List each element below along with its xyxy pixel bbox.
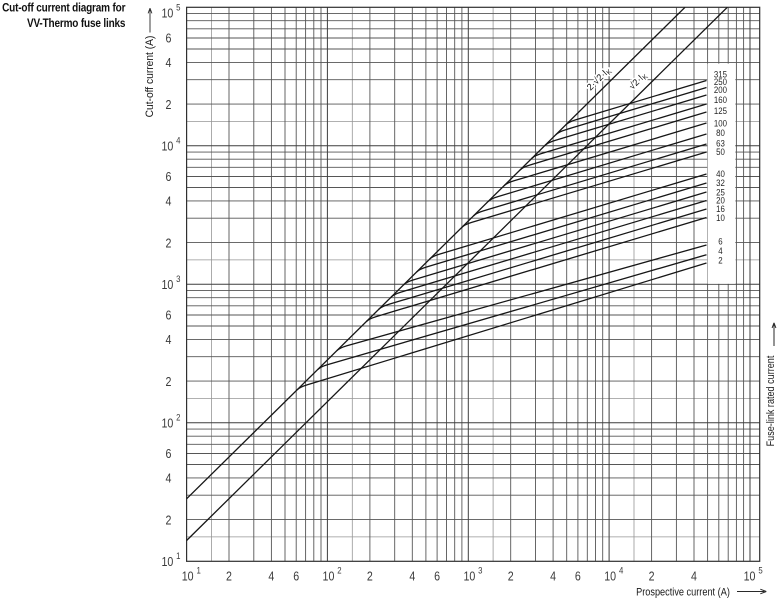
svg-text:10: 10 (463, 569, 475, 584)
svg-text:2: 2 (166, 97, 172, 112)
svg-text:5: 5 (176, 2, 180, 13)
svg-text:3: 3 (176, 273, 180, 284)
svg-text:2: 2 (166, 512, 172, 527)
svg-text:1: 1 (196, 565, 200, 576)
svg-text:Prospective current (A): Prospective current (A) (636, 587, 730, 599)
svg-text:2: 2 (508, 569, 514, 584)
svg-text:4: 4 (268, 569, 274, 584)
svg-text:100: 100 (714, 118, 727, 129)
svg-text:4: 4 (166, 332, 172, 347)
svg-text:3: 3 (478, 565, 482, 576)
svg-text:10: 10 (323, 569, 335, 584)
svg-text:125: 125 (714, 105, 727, 116)
svg-text:160: 160 (714, 94, 727, 105)
svg-text:4: 4 (176, 135, 180, 146)
svg-text:10: 10 (161, 138, 173, 153)
svg-text:6: 6 (434, 569, 440, 584)
svg-text:4: 4 (691, 569, 697, 584)
svg-text:2: 2 (166, 374, 172, 389)
svg-text:Cut-off current diagram for: Cut-off current diagram for (2, 2, 126, 15)
svg-text:10: 10 (161, 6, 173, 21)
svg-text:4: 4 (550, 569, 556, 584)
svg-text:10: 10 (182, 569, 194, 584)
svg-text:2: 2 (367, 569, 373, 584)
svg-text:250: 250 (714, 76, 727, 87)
svg-text:2: 2 (176, 412, 180, 423)
svg-text:4: 4 (718, 245, 722, 256)
svg-text:16: 16 (716, 203, 725, 214)
svg-text:200: 200 (714, 84, 727, 95)
svg-text:2: 2 (166, 235, 172, 250)
svg-text:25: 25 (716, 187, 725, 198)
svg-text:2: 2 (226, 569, 232, 584)
svg-text:4: 4 (619, 565, 623, 576)
svg-text:4: 4 (409, 569, 415, 584)
svg-text:50: 50 (716, 146, 725, 157)
svg-text:10: 10 (604, 569, 616, 584)
svg-text:10: 10 (161, 554, 173, 569)
svg-text:2: 2 (649, 569, 655, 584)
svg-text:4: 4 (166, 194, 172, 209)
svg-text:1: 1 (176, 550, 180, 561)
svg-text:Fuse-link rated current: Fuse-link rated current (765, 355, 777, 446)
svg-text:Cut-off current (A): Cut-off current (A) (144, 36, 156, 118)
svg-text:6: 6 (718, 236, 722, 247)
svg-text:VV-Thermo fuse links: VV-Thermo fuse links (27, 17, 125, 30)
svg-text:6: 6 (293, 569, 299, 584)
svg-text:63: 63 (716, 138, 725, 149)
svg-text:315: 315 (714, 69, 727, 80)
svg-text:6: 6 (575, 569, 581, 584)
svg-text:6: 6 (166, 31, 172, 46)
svg-text:6: 6 (166, 308, 172, 323)
svg-text:2: 2 (337, 565, 341, 576)
svg-text:10: 10 (161, 415, 173, 430)
svg-text:32: 32 (716, 177, 725, 188)
svg-text:5: 5 (758, 565, 762, 576)
svg-text:80: 80 (716, 127, 725, 138)
svg-text:6: 6 (166, 446, 172, 461)
svg-text:40: 40 (716, 168, 725, 179)
svg-text:2: 2 (718, 255, 722, 266)
svg-text:10: 10 (716, 212, 725, 223)
svg-text:10: 10 (744, 569, 756, 584)
svg-text:6: 6 (166, 169, 172, 184)
svg-text:10: 10 (161, 277, 173, 292)
svg-text:4: 4 (166, 55, 172, 70)
svg-text:4: 4 (166, 471, 172, 486)
svg-text:20: 20 (716, 195, 725, 206)
